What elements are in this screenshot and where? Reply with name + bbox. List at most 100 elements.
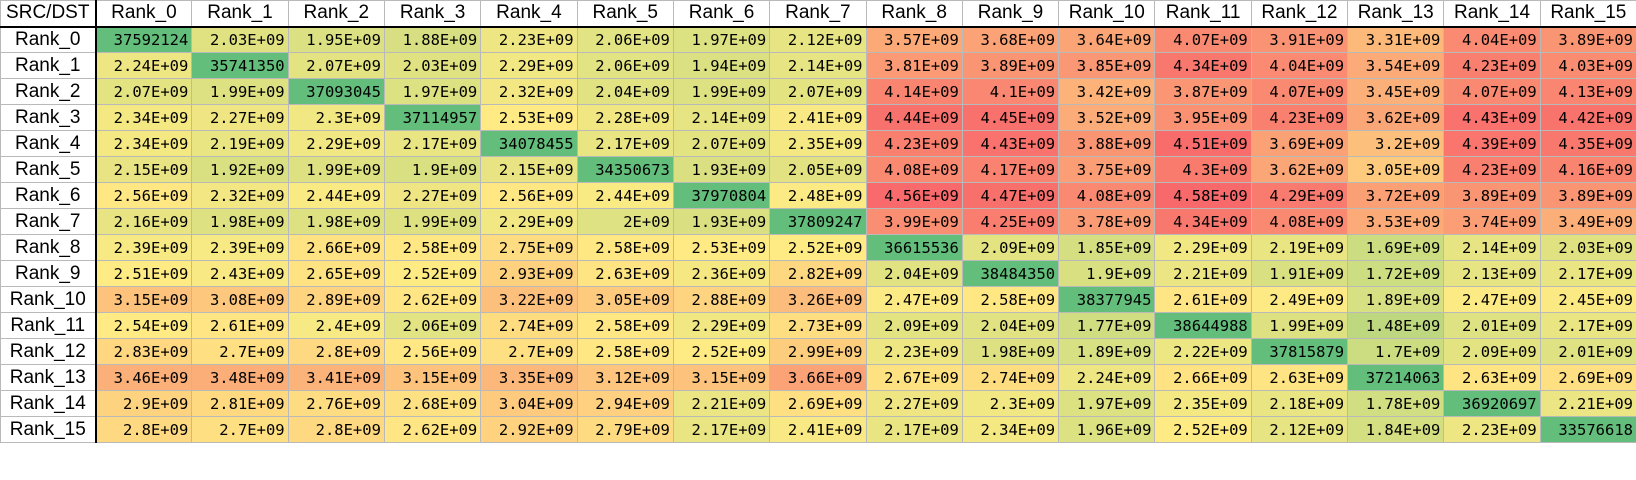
heatmap-cell[interactable]: 4.16E+09 bbox=[1539, 156, 1636, 183]
heatmap-cell[interactable]: 3.89E+09 bbox=[1539, 182, 1636, 209]
heatmap-cell[interactable]: 2.29E+09 bbox=[1154, 234, 1252, 261]
heatmap-cell[interactable]: 4.42E+09 bbox=[1539, 104, 1636, 131]
heatmap-cell[interactable]: 2.03E+09 bbox=[1539, 234, 1636, 261]
heatmap-cell[interactable]: 3.99E+09 bbox=[865, 208, 963, 235]
heatmap-cell[interactable]: 1.85E+09 bbox=[1058, 234, 1156, 261]
heatmap-cell[interactable]: 3.68E+09 bbox=[961, 26, 1060, 53]
heatmap-cell[interactable]: 2.41E+09 bbox=[769, 416, 867, 443]
heatmap-cell[interactable]: 2.12E+09 bbox=[1250, 416, 1349, 443]
heatmap-cell[interactable]: 3.15E+09 bbox=[94, 286, 193, 313]
heatmap-cell[interactable]: 2.44E+09 bbox=[576, 182, 674, 209]
heatmap-cell[interactable]: 37114957 bbox=[383, 104, 482, 131]
heatmap-cell[interactable]: 2.82E+09 bbox=[769, 260, 867, 287]
heatmap-cell[interactable]: 1.9E+09 bbox=[383, 156, 482, 183]
heatmap-cell[interactable]: 37592124 bbox=[94, 26, 193, 53]
heatmap-cell[interactable]: 35741350 bbox=[191, 52, 289, 79]
heatmap-cell[interactable]: 2.21E+09 bbox=[1539, 390, 1636, 417]
heatmap-cell[interactable]: 2.63E+09 bbox=[1443, 364, 1541, 391]
heatmap-cell[interactable]: 1.69E+09 bbox=[1347, 234, 1445, 261]
heatmap-cell[interactable]: 2.67E+09 bbox=[865, 364, 963, 391]
heatmap-cell[interactable]: 2.28E+09 bbox=[576, 104, 674, 131]
heatmap-cell[interactable]: 2.17E+09 bbox=[865, 416, 963, 443]
heatmap-cell[interactable]: 4.34E+09 bbox=[1154, 208, 1252, 235]
heatmap-cell[interactable]: 2.49E+09 bbox=[1250, 286, 1349, 313]
heatmap-cell[interactable]: 2.09E+09 bbox=[961, 234, 1060, 261]
heatmap-cell[interactable]: 2.18E+09 bbox=[1250, 390, 1349, 417]
heatmap-cell[interactable]: 36615536 bbox=[865, 234, 963, 261]
heatmap-cell[interactable]: 2.34E+09 bbox=[94, 104, 193, 131]
heatmap-cell[interactable]: 2.94E+09 bbox=[576, 390, 674, 417]
heatmap-cell[interactable]: 2.17E+09 bbox=[672, 416, 771, 443]
heatmap-cell[interactable]: 3.81E+09 bbox=[865, 52, 963, 79]
heatmap-cell[interactable]: 2.81E+09 bbox=[191, 390, 289, 417]
heatmap-cell[interactable]: 3.89E+09 bbox=[1443, 182, 1541, 209]
heatmap-cell[interactable]: 2.05E+09 bbox=[769, 156, 867, 183]
heatmap-cell[interactable]: 2.58E+09 bbox=[961, 286, 1060, 313]
heatmap-cell[interactable]: 3.46E+09 bbox=[94, 364, 193, 391]
heatmap-cell[interactable]: 2.83E+09 bbox=[94, 338, 193, 365]
heatmap-cell[interactable]: 4.04E+09 bbox=[1443, 26, 1541, 53]
heatmap-cell[interactable]: 2.01E+09 bbox=[1443, 312, 1541, 339]
heatmap-cell[interactable]: 2.7E+09 bbox=[480, 338, 578, 365]
heatmap-cell[interactable]: 1.96E+09 bbox=[1058, 416, 1156, 443]
heatmap-cell[interactable]: 2.19E+09 bbox=[1250, 234, 1349, 261]
heatmap-cell[interactable]: 4.08E+09 bbox=[865, 156, 963, 183]
heatmap-cell[interactable]: 38644988 bbox=[1154, 312, 1252, 339]
heatmap-cell[interactable]: 2.66E+09 bbox=[1154, 364, 1252, 391]
heatmap-cell[interactable]: 4.03E+09 bbox=[1539, 52, 1636, 79]
heatmap-cell[interactable]: 1.89E+09 bbox=[1347, 286, 1445, 313]
heatmap-cell[interactable]: 3.05E+09 bbox=[1347, 156, 1445, 183]
heatmap-cell[interactable]: 2.8E+09 bbox=[287, 416, 385, 443]
heatmap-cell[interactable]: 2.23E+09 bbox=[865, 338, 963, 365]
heatmap-cell[interactable]: 3.12E+09 bbox=[576, 364, 674, 391]
heatmap-cell[interactable]: 2.04E+09 bbox=[961, 312, 1060, 339]
heatmap-cell[interactable]: 37815879 bbox=[1250, 338, 1349, 365]
heatmap-cell[interactable]: 2.32E+09 bbox=[480, 78, 578, 105]
heatmap-cell[interactable]: 2.62E+09 bbox=[383, 286, 482, 313]
heatmap-cell[interactable]: 2.03E+09 bbox=[191, 26, 289, 53]
heatmap-cell[interactable]: 2.15E+09 bbox=[94, 156, 193, 183]
heatmap-cell[interactable]: 2.68E+09 bbox=[383, 390, 482, 417]
heatmap-cell[interactable]: 4.07E+09 bbox=[1250, 78, 1349, 105]
heatmap-cell[interactable]: 3.74E+09 bbox=[1443, 208, 1541, 235]
heatmap-cell[interactable]: 1.95E+09 bbox=[287, 26, 385, 53]
heatmap-cell[interactable]: 2.9E+09 bbox=[94, 390, 193, 417]
heatmap-cell[interactable]: 2.07E+09 bbox=[769, 78, 867, 105]
heatmap-cell[interactable]: 4.29E+09 bbox=[1250, 182, 1349, 209]
heatmap-cell[interactable]: 2.52E+09 bbox=[383, 260, 482, 287]
heatmap-cell[interactable]: 3.64E+09 bbox=[1058, 26, 1156, 53]
heatmap-cell[interactable]: 1.88E+09 bbox=[383, 26, 482, 53]
heatmap-cell[interactable]: 4.34E+09 bbox=[1154, 52, 1252, 79]
heatmap-cell[interactable]: 3.69E+09 bbox=[1250, 130, 1349, 157]
heatmap-cell[interactable]: 2.74E+09 bbox=[961, 364, 1060, 391]
heatmap-cell[interactable]: 2.47E+09 bbox=[865, 286, 963, 313]
heatmap-cell[interactable]: 2.53E+09 bbox=[672, 234, 771, 261]
heatmap-cell[interactable]: 3.22E+09 bbox=[480, 286, 578, 313]
heatmap-cell[interactable]: 38484350 bbox=[961, 260, 1060, 287]
heatmap-cell[interactable]: 4.43E+09 bbox=[1443, 104, 1541, 131]
heatmap-cell[interactable]: 3.75E+09 bbox=[1058, 156, 1156, 183]
heatmap-cell[interactable]: 2.47E+09 bbox=[1443, 286, 1541, 313]
heatmap-cell[interactable]: 4.23E+09 bbox=[865, 130, 963, 157]
heatmap-cell[interactable]: 2.35E+09 bbox=[1154, 390, 1252, 417]
heatmap-cell[interactable]: 4.3E+09 bbox=[1154, 156, 1252, 183]
heatmap-cell[interactable]: 2.03E+09 bbox=[383, 52, 482, 79]
heatmap-cell[interactable]: 3.53E+09 bbox=[1347, 208, 1445, 235]
heatmap-cell[interactable]: 2.35E+09 bbox=[769, 130, 867, 157]
heatmap-cell[interactable]: 1.9E+09 bbox=[1058, 260, 1156, 287]
heatmap-cell[interactable]: 4.1E+09 bbox=[961, 78, 1060, 105]
heatmap-cell[interactable]: 2.56E+09 bbox=[383, 338, 482, 365]
heatmap-cell[interactable]: 2.52E+09 bbox=[769, 234, 867, 261]
heatmap-cell[interactable]: 2.92E+09 bbox=[480, 416, 578, 443]
heatmap-cell[interactable]: 2.17E+09 bbox=[576, 130, 674, 157]
heatmap-cell[interactable]: 2.07E+09 bbox=[287, 52, 385, 79]
heatmap-cell[interactable]: 1.99E+09 bbox=[287, 156, 385, 183]
heatmap-cell[interactable]: 2.52E+09 bbox=[1154, 416, 1252, 443]
heatmap-cell[interactable]: 2.8E+09 bbox=[94, 416, 193, 443]
heatmap-cell[interactable]: 3.95E+09 bbox=[1154, 104, 1252, 131]
heatmap-cell[interactable]: 2.27E+09 bbox=[383, 182, 482, 209]
heatmap-cell[interactable]: 1.97E+09 bbox=[672, 26, 771, 53]
heatmap-cell[interactable]: 3.87E+09 bbox=[1154, 78, 1252, 105]
heatmap-cell[interactable]: 4.04E+09 bbox=[1250, 52, 1349, 79]
heatmap-cell[interactable]: 3.49E+09 bbox=[1539, 208, 1636, 235]
